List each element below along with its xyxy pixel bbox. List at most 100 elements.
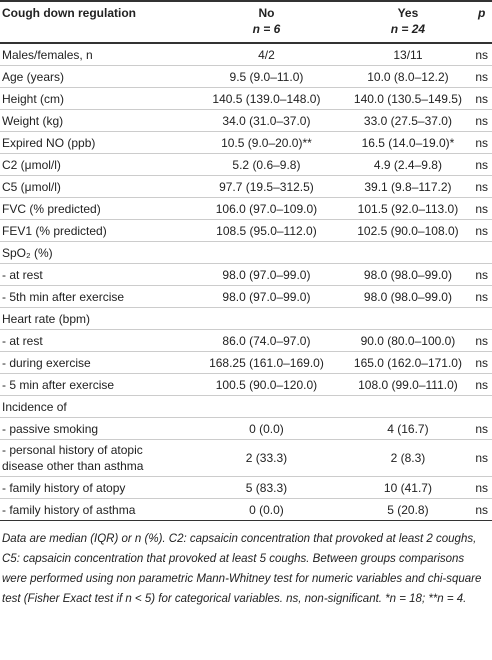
table-row: Height (cm) 140.5 (139.0–148.0) 140.0 (130… bbox=[0, 87, 492, 110]
cell-yes bbox=[344, 395, 472, 418]
table-row: - personal history of atopic disease oth… bbox=[0, 439, 492, 477]
cell-p bbox=[471, 307, 492, 330]
table-body: Males/females, n 4/2 13/11 ns Age (years) 9.5… bbox=[0, 43, 492, 521]
row-label: Weight (kg) bbox=[0, 109, 189, 132]
row-label: C2 (μmol/l) bbox=[0, 153, 189, 176]
header-p: p bbox=[471, 0, 492, 44]
table-row: - family history of asthma 0 (0.0) 5 (20.8… bbox=[0, 498, 492, 521]
cell-no: 5.2 (0.6–9.8) bbox=[188, 153, 345, 176]
row-label: Males/females, n bbox=[0, 43, 189, 66]
cell-p: ns bbox=[471, 43, 492, 66]
table-row: C2 (μmol/l) 5.2 (0.6–9.8) 4.9 (2.4–9.8) ns bbox=[0, 153, 492, 176]
group-name: Yes bbox=[397, 6, 419, 20]
cell-yes: 16.5 (14.0–19.0)* bbox=[344, 131, 472, 154]
table-row: Weight (kg) 34.0 (31.0–37.0) 33.0 (27.5–37… bbox=[0, 109, 492, 132]
cell-no: 34.0 (31.0–37.0) bbox=[188, 109, 345, 132]
data-table: Cough down regulation No n = 6 Yes n = 24 … bbox=[0, 0, 492, 521]
cell-p: ns bbox=[471, 285, 492, 308]
table-row: - at rest 86.0 (74.0–97.0) 90.0 (80.0–100.… bbox=[0, 329, 492, 352]
table-row: - 5th min after exercise 98.0 (97.0–99.0)… bbox=[0, 285, 492, 308]
group-n: n = 6 bbox=[252, 22, 281, 36]
table-row: C5 (μmol/l) 97.7 (19.5–312.5) 39.1 (9.8–11… bbox=[0, 175, 492, 198]
group-name: No bbox=[258, 6, 275, 20]
cell-no: 98.0 (97.0–99.0) bbox=[188, 285, 345, 308]
row-label: - 5th min after exercise bbox=[0, 285, 189, 308]
cell-p: ns bbox=[471, 131, 492, 154]
cell-p: ns bbox=[471, 329, 492, 352]
cell-yes: 4.9 (2.4–9.8) bbox=[344, 153, 472, 176]
table-row: - 5 min after exercise 100.5 (90.0–120.0)… bbox=[0, 373, 492, 396]
row-label: - at rest bbox=[0, 263, 189, 286]
cell-yes: 10.0 (8.0–12.2) bbox=[344, 65, 472, 88]
cell-p: ns bbox=[471, 219, 492, 242]
row-label: Expired NO (ppb) bbox=[0, 131, 189, 154]
cell-no: 168.25 (161.0–169.0) bbox=[188, 351, 345, 374]
cell-no: 0 (0.0) bbox=[188, 498, 345, 521]
cell-p bbox=[471, 395, 492, 418]
table-row: FVC (% predicted) 106.0 (97.0–109.0) 101.5… bbox=[0, 197, 492, 220]
table-row: Expired NO (ppb) 10.5 (9.0–20.0)** 16.5 (1… bbox=[0, 131, 492, 154]
table-row: Incidence of bbox=[0, 395, 492, 418]
cell-no: 4/2 bbox=[188, 43, 345, 66]
cell-no: 98.0 (97.0–99.0) bbox=[188, 263, 345, 286]
header-row: Cough down regulation No n = 6 Yes n = 24 … bbox=[0, 0, 492, 44]
cell-yes: 108.0 (99.0–111.0) bbox=[344, 373, 472, 396]
cell-no: 86.0 (74.0–97.0) bbox=[188, 329, 345, 352]
cell-no: 108.5 (95.0–112.0) bbox=[188, 219, 345, 242]
cell-no: 0 (0.0) bbox=[188, 417, 345, 440]
row-label: FVC (% predicted) bbox=[0, 197, 189, 220]
cell-p: ns bbox=[471, 373, 492, 396]
cell-yes: 101.5 (92.0–113.0) bbox=[344, 197, 472, 220]
cell-yes: 4 (16.7) bbox=[344, 417, 472, 440]
row-label: FEV1 (% predicted) bbox=[0, 219, 189, 242]
header-label: Cough down regulation bbox=[0, 0, 189, 44]
cell-yes: 165.0 (162.0–171.0) bbox=[344, 351, 472, 374]
row-label: Height (cm) bbox=[0, 87, 189, 110]
row-label: - family history of atopy bbox=[0, 476, 189, 499]
row-label: - during exercise bbox=[0, 351, 189, 374]
cell-no bbox=[188, 307, 345, 330]
cell-yes: 90.0 (80.0–100.0) bbox=[344, 329, 472, 352]
header-no: No n = 6 bbox=[188, 0, 345, 44]
table-row: Age (years) 9.5 (9.0–11.0) 10.0 (8.0–12.2)… bbox=[0, 65, 492, 88]
table-row: SpO₂ (%) bbox=[0, 241, 492, 264]
cell-no bbox=[188, 395, 345, 418]
table-row: - at rest 98.0 (97.0–99.0) 98.0 (98.0–99.0… bbox=[0, 263, 492, 286]
cell-p: ns bbox=[471, 417, 492, 440]
row-label: - 5 min after exercise bbox=[0, 373, 189, 396]
cell-no: 100.5 (90.0–120.0) bbox=[188, 373, 345, 396]
cell-p: ns bbox=[471, 65, 492, 88]
table-row: Males/females, n 4/2 13/11 ns bbox=[0, 43, 492, 66]
cell-yes bbox=[344, 241, 472, 264]
cell-yes: 33.0 (27.5–37.0) bbox=[344, 109, 472, 132]
row-label: - at rest bbox=[0, 329, 189, 352]
cell-p: ns bbox=[471, 109, 492, 132]
cell-p: ns bbox=[471, 87, 492, 110]
row-label: - passive smoking bbox=[0, 417, 189, 440]
cell-yes: 140.0 (130.5–149.5) bbox=[344, 87, 472, 110]
cell-no: 2 (33.3) bbox=[188, 439, 345, 477]
footnote: Data are median (IQR) or n (%). C2: caps… bbox=[2, 533, 482, 605]
cell-p: ns bbox=[471, 263, 492, 286]
cell-no: 5 (83.3) bbox=[188, 476, 345, 499]
cell-no: 10.5 (9.0–20.0)** bbox=[188, 131, 345, 154]
row-label: - personal history of atopic disease oth… bbox=[0, 439, 189, 477]
cell-p bbox=[471, 241, 492, 264]
cell-yes: 98.0 (98.0–99.0) bbox=[344, 285, 472, 308]
cell-yes bbox=[344, 307, 472, 330]
cell-p: ns bbox=[471, 498, 492, 521]
cell-no: 97.7 (19.5–312.5) bbox=[188, 175, 345, 198]
row-label: - family history of asthma bbox=[0, 498, 189, 521]
cell-p: ns bbox=[471, 153, 492, 176]
table-row: - family history of atopy 5 (83.3) 10 (41.… bbox=[0, 476, 492, 499]
cell-yes: 2 (8.3) bbox=[344, 439, 472, 477]
cell-no bbox=[188, 241, 345, 264]
row-label: SpO₂ (%) bbox=[0, 241, 189, 264]
row-label: C5 (μmol/l) bbox=[0, 175, 189, 198]
header-yes: Yes n = 24 bbox=[344, 0, 472, 44]
cell-yes: 98.0 (98.0–99.0) bbox=[344, 263, 472, 286]
cell-yes: 5 (20.8) bbox=[344, 498, 472, 521]
cell-yes: 10 (41.7) bbox=[344, 476, 472, 499]
row-label: Age (years) bbox=[0, 65, 189, 88]
